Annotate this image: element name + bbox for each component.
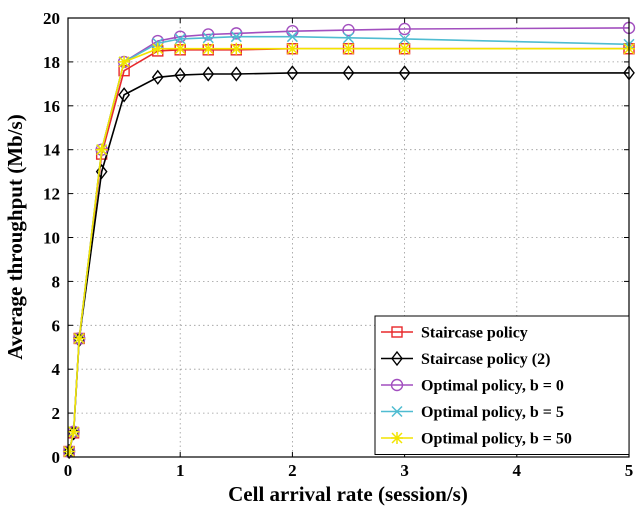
x-tick-label: 1 (176, 461, 185, 480)
y-tick-label: 4 (52, 360, 61, 379)
data-point (342, 23, 355, 37)
y-tick-label: 18 (43, 53, 60, 72)
legend-item: Optimal policy, b = 5 (381, 404, 564, 421)
x-tick-label: 2 (288, 461, 297, 480)
data-point (202, 66, 215, 82)
data-point (202, 42, 215, 55)
data-point (398, 22, 411, 36)
data-point (73, 332, 86, 345)
legend-label: Optimal policy, b = 50 (421, 431, 572, 448)
legend-label: Staircase policy (421, 325, 528, 342)
data-point (398, 65, 411, 81)
legend-box (374, 315, 630, 455)
data-point (286, 65, 299, 81)
data-point (286, 42, 299, 55)
data-point (95, 164, 108, 180)
data-point (342, 42, 355, 55)
data-point (174, 42, 187, 55)
y-tick-label: 20 (43, 9, 60, 28)
series-layer (62, 21, 636, 460)
legend-marker (391, 326, 403, 338)
legend-marker (390, 378, 404, 392)
data-point (230, 27, 243, 40)
data-point (67, 425, 80, 441)
legend-marker (391, 432, 403, 444)
y-tick-label: 16 (43, 97, 60, 116)
y-tick-label: 10 (43, 229, 60, 248)
plot-frame (67, 17, 630, 458)
legend-item: Optimal policy, b = 0 (381, 378, 564, 395)
x-axis-label: Cell arrival rate (session/s) (228, 482, 468, 506)
data-point (230, 42, 243, 55)
legend-label: Optimal policy, b = 0 (421, 378, 564, 395)
data-point (286, 31, 298, 43)
x-tick-label: 4 (513, 461, 522, 480)
data-point (63, 445, 76, 458)
legend-label: Staircase policy (2) (421, 351, 550, 368)
legend-item: Staircase policy (381, 325, 528, 342)
data-point (174, 33, 186, 45)
data-point (151, 42, 164, 55)
x-tick-label: 3 (400, 461, 409, 480)
data-point (63, 443, 76, 460)
data-point (174, 67, 187, 83)
data-point (399, 33, 411, 45)
y-tick-label: 14 (43, 141, 61, 160)
data-point (118, 55, 131, 68)
data-point (342, 32, 355, 44)
data-point (202, 28, 215, 41)
legend: Staircase policy Staircase policy (2) Opti… (374, 315, 630, 455)
data-point (230, 66, 243, 82)
data-point (398, 42, 411, 55)
y-tick-label: 0 (52, 448, 61, 467)
legend-marker (391, 350, 403, 367)
x-tick-label: 0 (64, 461, 73, 480)
y-tick-label: 6 (52, 316, 61, 335)
data-point (342, 65, 355, 81)
legend-label: Optimal policy, b = 5 (421, 404, 564, 421)
data-point (95, 143, 108, 156)
data-point (230, 31, 242, 43)
legend-item: Staircase policy (2) (381, 350, 550, 368)
y-tick-label: 8 (52, 272, 61, 291)
data-point (67, 425, 80, 438)
data-point (202, 32, 214, 44)
legend-marker (391, 405, 403, 418)
data-point (118, 87, 130, 103)
x-tick-label: 5 (625, 461, 634, 480)
series-5 (63, 42, 635, 458)
data-point (173, 30, 187, 43)
legend-item: Optimal policy, b = 50 (381, 431, 572, 448)
y-tick-label: 2 (52, 404, 61, 423)
data-point (151, 69, 164, 85)
y-tick-label: 12 (43, 185, 60, 204)
y-axis-label: Average throughput (Mb/s) (3, 114, 27, 359)
